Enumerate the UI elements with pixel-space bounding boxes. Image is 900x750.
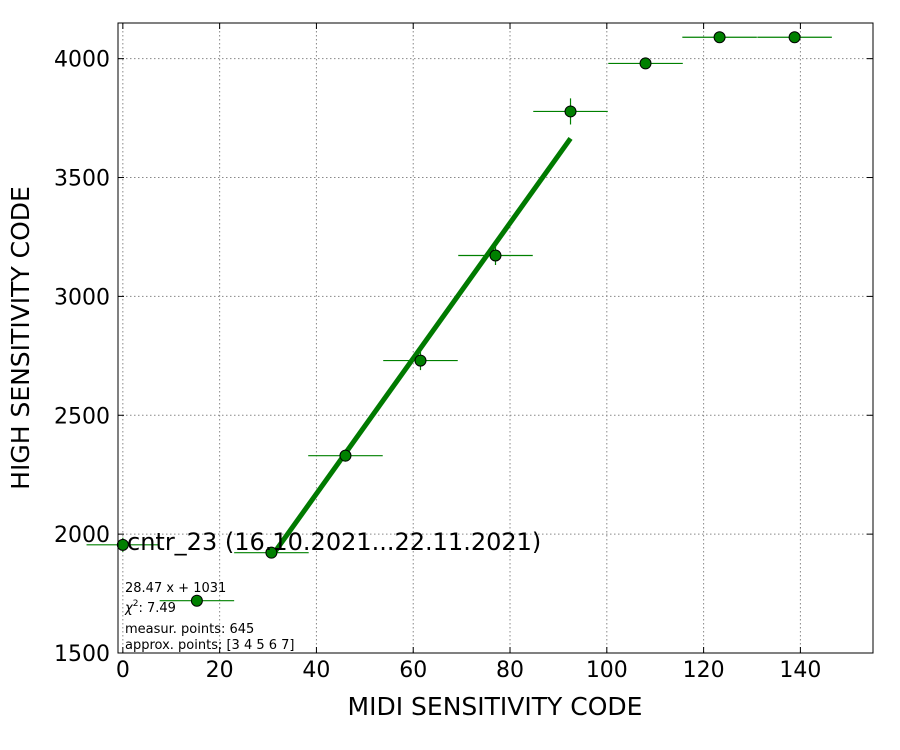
y-axis-title: HIGH SENSITIVITY CODE xyxy=(6,186,35,490)
axis-ticks: 0 20 40 60 80 100 120 140 1500 2000 2500 3000 3500 40… xyxy=(54,23,873,683)
data-point xyxy=(414,354,427,367)
x-tick-label: 140 xyxy=(779,658,821,683)
data-point-group xyxy=(159,594,235,607)
x-tick-label: 20 xyxy=(206,658,234,683)
data-point-group xyxy=(234,546,309,559)
fit-line xyxy=(269,136,573,559)
y-tick-label: 3500 xyxy=(54,167,110,192)
fit-approx-points: approx. points: [3 4 5 6 7] xyxy=(125,638,295,653)
data-point xyxy=(265,546,278,559)
fit-chi2-value: : 7.49 xyxy=(138,601,175,616)
y-tick-label: 3000 xyxy=(54,285,110,310)
data-point xyxy=(489,249,502,262)
fit-layer xyxy=(269,136,573,559)
chi-symbol: χ xyxy=(124,601,134,616)
data-point-group xyxy=(308,449,383,462)
series-label: cntr_23 (16.10.2021...22.11.2021) xyxy=(127,528,541,556)
data-point xyxy=(116,538,129,551)
data-point-group xyxy=(86,537,160,552)
data-point xyxy=(339,449,352,462)
x-tick-label: 60 xyxy=(399,658,427,683)
data-point-group xyxy=(608,57,683,70)
fit-measur-points: measur. points: 645 xyxy=(125,622,254,637)
y-tick-label: 2000 xyxy=(54,523,110,548)
data-point-group xyxy=(458,245,533,266)
data-point xyxy=(788,31,801,44)
x-tick-label: 0 xyxy=(116,658,130,683)
data-point xyxy=(564,105,577,118)
points-layer xyxy=(86,31,832,607)
y-tick-label: 1500 xyxy=(54,642,110,667)
x-axis-title: MIDI SENSITIVITY CODE xyxy=(348,692,643,721)
data-point-group xyxy=(682,31,757,44)
x-tick-label: 40 xyxy=(302,658,330,683)
data-point xyxy=(713,31,726,44)
data-point-group xyxy=(533,98,608,125)
data-point xyxy=(190,594,203,607)
x-tick-label: 100 xyxy=(586,658,628,683)
data-point xyxy=(639,57,652,70)
y-tick-label: 2500 xyxy=(54,404,110,429)
data-point-group xyxy=(757,31,832,44)
fit-chi2: χ2: 7.49 xyxy=(124,599,176,616)
y-tick-label: 4000 xyxy=(54,48,110,73)
chi-superscript: 2 xyxy=(133,599,139,609)
x-tick-label: 120 xyxy=(683,658,725,683)
fit-annotation: 28.47 x + 1031 χ2: 7.49 measur. points: … xyxy=(124,581,295,653)
x-tick-label: 80 xyxy=(496,658,524,683)
fit-equation: 28.47 x + 1031 xyxy=(125,581,226,596)
plot-frame xyxy=(117,22,874,654)
data-point-group xyxy=(383,351,458,371)
